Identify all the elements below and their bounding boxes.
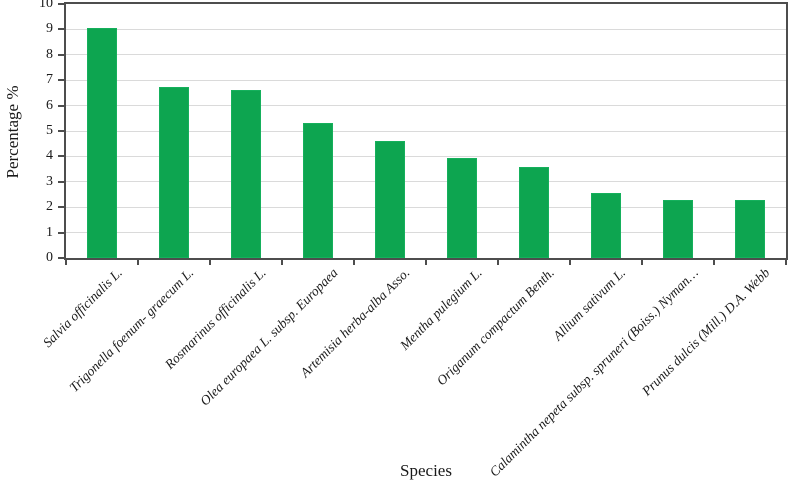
- y-axis-tick-label: 4: [46, 148, 53, 164]
- bar: [591, 193, 621, 258]
- bar: [447, 157, 477, 258]
- x-axis-tick: [137, 259, 139, 265]
- x-axis-tick: [713, 259, 715, 265]
- x-axis-title: Species: [400, 461, 452, 480]
- bar: [303, 123, 333, 258]
- y-axis-tick-label: 7: [46, 72, 53, 88]
- x-category-label: Origanum compactum Benth.: [433, 265, 557, 389]
- y-axis-title: Percentage %: [3, 85, 22, 179]
- x-axis-tick: [569, 259, 571, 265]
- x-category-label: Prunus dulcis (Mill.) D.A. Webb: [639, 265, 773, 399]
- y-axis-tick: [58, 231, 66, 234]
- x-axis-tick: [497, 259, 499, 265]
- gridline: [66, 206, 786, 208]
- y-axis-tick-label: 5: [46, 123, 53, 138]
- y-axis-tick: [58, 3, 66, 5]
- y-axis-tick-label: 1: [46, 224, 53, 240]
- bar: [735, 199, 765, 258]
- x-axis-tick: [785, 259, 787, 265]
- y-axis-tick-label: 6: [46, 97, 53, 113]
- gridline: [66, 130, 786, 132]
- y-axis-tick: [58, 53, 66, 56]
- y-axis-tick: [58, 206, 66, 209]
- gridline: [66, 54, 786, 56]
- y-axis-tick-label: 3: [46, 173, 53, 189]
- bar: [231, 90, 261, 258]
- gridline: [66, 28, 786, 30]
- x-axis-tick: [425, 259, 427, 265]
- y-axis-tick: [58, 130, 66, 132]
- bar: [663, 199, 693, 258]
- y-axis-tick: [58, 180, 66, 183]
- x-category-label: Trigonella foenum- graecum L.: [66, 265, 197, 395]
- gridline: [66, 181, 786, 183]
- y-axis-tick-label: 0: [46, 250, 53, 265]
- gridline: [66, 79, 786, 81]
- x-axis-tick: [65, 259, 67, 265]
- x-category-label: Allium sativum L.: [550, 265, 629, 344]
- x-axis-tick: [281, 259, 283, 265]
- x-axis-tick: [353, 259, 355, 265]
- bar: [375, 141, 405, 258]
- x-axis-tick: [641, 259, 643, 265]
- y-axis-tick: [58, 257, 66, 259]
- x-category-label: Olea europaea L. subsp. Europaea: [197, 265, 341, 409]
- y-axis-tick: [58, 79, 66, 82]
- x-axis-tick: [209, 259, 211, 265]
- y-axis-tick-label: 2: [46, 199, 53, 215]
- y-axis-tick: [58, 104, 66, 107]
- y-axis-tick: [58, 28, 66, 31]
- bar: [159, 86, 189, 258]
- y-axis-tick-label: 10: [39, 0, 53, 11]
- y-axis-tick-label: 9: [46, 21, 53, 37]
- gridline: [66, 105, 786, 107]
- bar: [87, 28, 117, 258]
- gridline: [66, 232, 786, 234]
- y-axis-tick-label: 8: [46, 46, 53, 62]
- bar: [519, 166, 549, 258]
- y-axis-tick: [58, 155, 66, 158]
- gridline: [66, 155, 786, 157]
